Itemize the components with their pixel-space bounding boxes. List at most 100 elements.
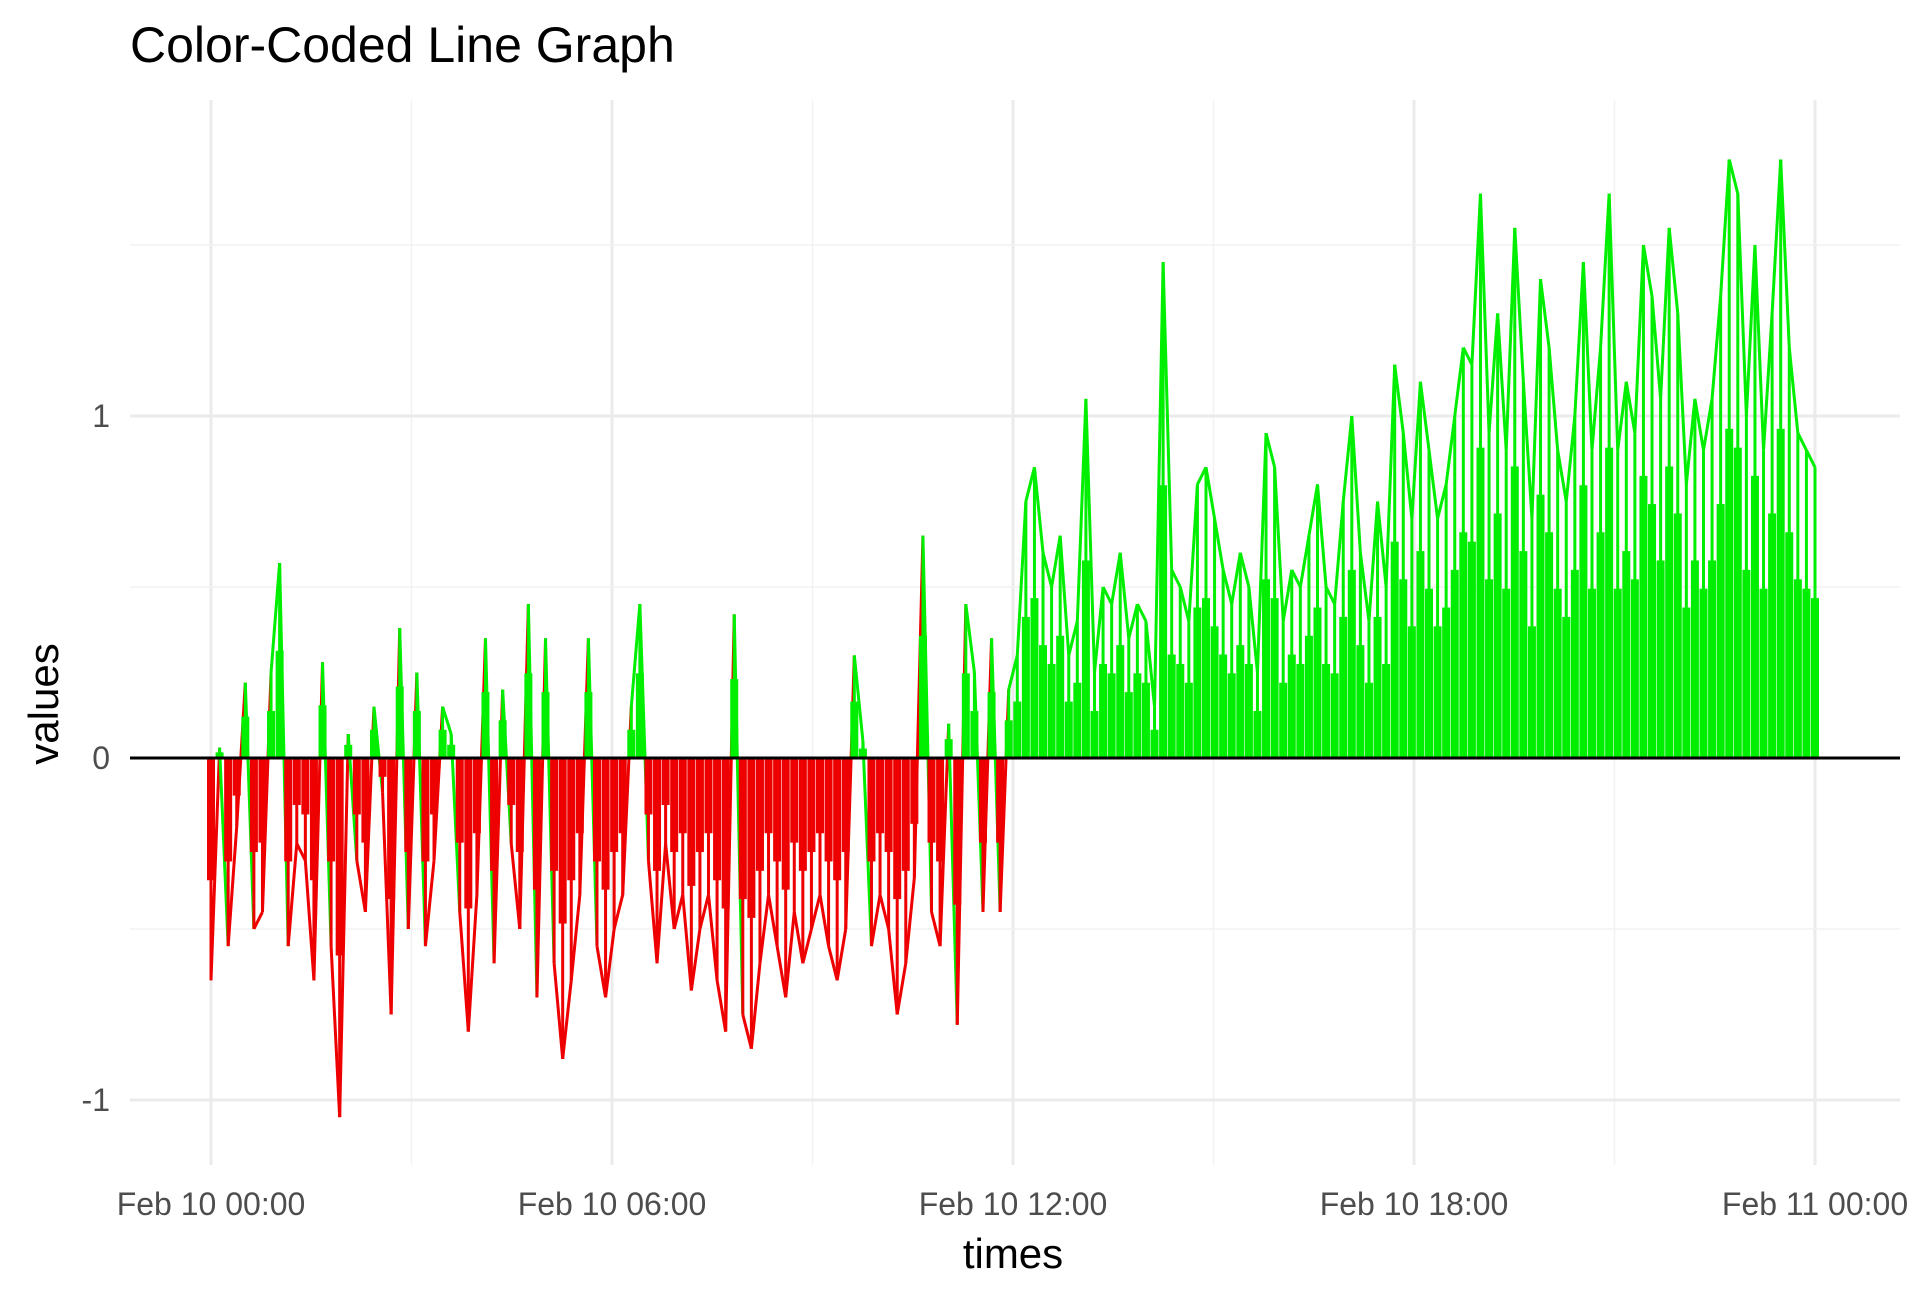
data-band: [1622, 551, 1631, 758]
data-band: [1150, 729, 1159, 758]
data-band: [790, 758, 799, 843]
data-segment: [1221, 569, 1234, 605]
data-band: [1064, 701, 1073, 758]
data-segment: [655, 843, 668, 964]
data-segment: [1376, 501, 1388, 588]
data-segment: [1247, 586, 1259, 673]
data-segment: [964, 603, 976, 673]
data-band: [1201, 598, 1210, 758]
data-band: [1768, 513, 1777, 758]
data-segment: [784, 911, 796, 998]
data-segment: [1161, 262, 1174, 570]
data-segment: [423, 860, 436, 947]
data-band: [481, 692, 490, 758]
data-segment: [1178, 586, 1191, 622]
data-band: [944, 739, 953, 758]
data-band: [1416, 551, 1425, 758]
data-band: [996, 758, 1005, 843]
data-band: [1605, 447, 1614, 758]
data-segment: [1324, 586, 1336, 605]
data-band: [1690, 560, 1699, 758]
y-tick-label: 0: [92, 740, 110, 776]
data-segment: [612, 894, 625, 930]
data-band: [1184, 682, 1193, 758]
data-band: [1493, 513, 1502, 758]
data-band: [1425, 588, 1434, 758]
data-segment: [1058, 535, 1071, 656]
data-band: [309, 758, 318, 881]
data-band: [447, 744, 456, 758]
data-band: [1811, 598, 1819, 758]
data-segment: [1547, 347, 1560, 451]
data-band: [1673, 513, 1682, 758]
data-band: [267, 710, 276, 758]
data-band: [1450, 569, 1459, 758]
data-band: [1081, 560, 1090, 758]
data-band: [601, 758, 610, 890]
data-band: [1682, 607, 1691, 758]
data-band: [498, 720, 507, 758]
data-band: [430, 758, 439, 815]
x-tick-label: Feb 10 12:00: [919, 1186, 1108, 1222]
data-band: [1545, 532, 1554, 758]
data-segment: [1273, 467, 1285, 622]
data-band: [858, 748, 867, 758]
data-band: [550, 758, 559, 871]
data-band: [713, 758, 722, 881]
data-segment: [1401, 432, 1414, 519]
data-band: [653, 758, 662, 871]
data-band: [1716, 504, 1725, 758]
data-segment: [1556, 449, 1568, 502]
data-band: [1665, 466, 1674, 758]
data-band: [1570, 569, 1579, 758]
data-segment: [1581, 262, 1594, 451]
data-segment: [1290, 569, 1302, 588]
data-segment: [1238, 552, 1251, 588]
data-band: [961, 673, 970, 758]
data-band: [369, 729, 378, 758]
data-segment: [1805, 449, 1817, 468]
data-band: [361, 758, 370, 843]
data-segment: [569, 894, 582, 981]
data-band: [1107, 673, 1116, 758]
data-band: [1322, 663, 1331, 758]
data-band: [1587, 588, 1596, 758]
data-band: [1030, 598, 1039, 758]
data-band: [1193, 607, 1202, 758]
data-band: [1527, 626, 1536, 758]
data-band: [1004, 720, 1013, 758]
data-segment: [1136, 603, 1148, 622]
data-segment: [1350, 415, 1362, 553]
data-band: [618, 758, 627, 834]
data-band: [344, 744, 353, 758]
data-band: [1227, 673, 1236, 758]
data-segment: [1796, 432, 1808, 451]
data-segment: [1204, 467, 1217, 519]
data-band: [541, 692, 550, 758]
data-band: [232, 758, 241, 796]
series-lines: [207, 159, 1819, 1118]
data-band: [1287, 654, 1296, 758]
data-segment: [1667, 227, 1680, 314]
data-band: [1296, 663, 1305, 758]
data-band: [1725, 428, 1734, 758]
y-tick-label: -1: [82, 1082, 110, 1118]
data-band: [412, 710, 421, 758]
data-band: [1442, 607, 1451, 758]
data-band: [798, 758, 807, 871]
chart-title: Color-Coded Line Graph: [130, 17, 675, 73]
data-segment: [1513, 227, 1525, 382]
data-segment: [1624, 381, 1637, 434]
data-band: [1776, 428, 1785, 758]
data-band: [1510, 466, 1519, 758]
data-band: [592, 758, 601, 862]
data-band: [1073, 682, 1082, 758]
data-segment: [1676, 313, 1688, 485]
data-band: [1630, 579, 1639, 758]
data-band: [1356, 645, 1365, 758]
data-band: [507, 758, 516, 806]
data-band: [1167, 654, 1176, 758]
data-band: [1270, 598, 1279, 758]
data-band: [635, 673, 644, 758]
data-segment: [286, 843, 299, 947]
